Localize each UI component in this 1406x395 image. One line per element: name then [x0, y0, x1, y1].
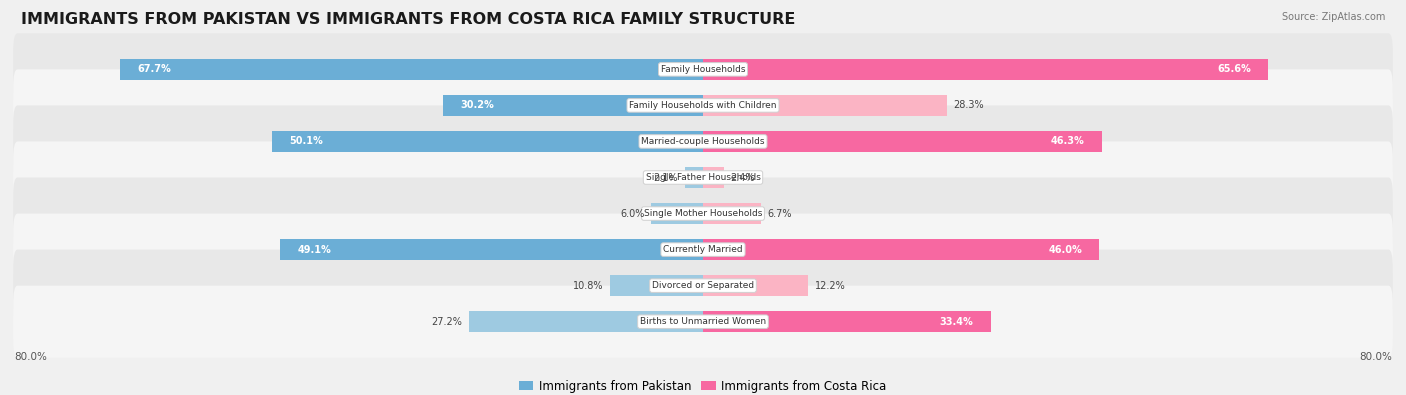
- Bar: [120, 59, 703, 80]
- Text: Divorced or Separated: Divorced or Separated: [652, 281, 754, 290]
- Bar: [271, 131, 703, 152]
- Bar: [703, 239, 1099, 260]
- Bar: [443, 95, 703, 116]
- FancyBboxPatch shape: [13, 214, 1393, 286]
- Text: 6.7%: 6.7%: [768, 209, 792, 218]
- Text: 2.4%: 2.4%: [731, 173, 755, 182]
- Text: 6.0%: 6.0%: [620, 209, 644, 218]
- Text: 46.3%: 46.3%: [1050, 136, 1084, 147]
- FancyBboxPatch shape: [13, 105, 1393, 177]
- Bar: [703, 95, 946, 116]
- Text: 49.1%: 49.1%: [298, 245, 332, 255]
- Text: 12.2%: 12.2%: [815, 280, 845, 291]
- Text: Married-couple Households: Married-couple Households: [641, 137, 765, 146]
- FancyBboxPatch shape: [13, 286, 1393, 358]
- Bar: [651, 203, 703, 224]
- Text: 65.6%: 65.6%: [1218, 64, 1251, 74]
- FancyBboxPatch shape: [13, 33, 1393, 105]
- Text: 2.1%: 2.1%: [654, 173, 678, 182]
- FancyBboxPatch shape: [13, 177, 1393, 250]
- FancyBboxPatch shape: [13, 70, 1393, 141]
- Bar: [703, 311, 991, 332]
- Bar: [703, 203, 761, 224]
- Text: 28.3%: 28.3%: [953, 100, 984, 111]
- FancyBboxPatch shape: [13, 250, 1393, 322]
- Text: 46.0%: 46.0%: [1047, 245, 1083, 255]
- Text: Family Households: Family Households: [661, 65, 745, 74]
- Legend: Immigrants from Pakistan, Immigrants from Costa Rica: Immigrants from Pakistan, Immigrants fro…: [515, 375, 891, 395]
- Text: 10.8%: 10.8%: [572, 280, 603, 291]
- Bar: [280, 239, 703, 260]
- Bar: [703, 275, 808, 296]
- Text: Family Households with Children: Family Households with Children: [630, 101, 776, 110]
- Text: Single Mother Households: Single Mother Households: [644, 209, 762, 218]
- Text: Single Father Households: Single Father Households: [645, 173, 761, 182]
- Text: 27.2%: 27.2%: [432, 317, 461, 327]
- Bar: [685, 167, 703, 188]
- Text: 30.2%: 30.2%: [460, 100, 494, 111]
- Text: 80.0%: 80.0%: [1360, 352, 1392, 361]
- Text: Births to Unmarried Women: Births to Unmarried Women: [640, 317, 766, 326]
- Text: 67.7%: 67.7%: [138, 64, 172, 74]
- Bar: [703, 59, 1268, 80]
- Text: IMMIGRANTS FROM PAKISTAN VS IMMIGRANTS FROM COSTA RICA FAMILY STRUCTURE: IMMIGRANTS FROM PAKISTAN VS IMMIGRANTS F…: [21, 12, 796, 27]
- Text: 80.0%: 80.0%: [14, 352, 46, 361]
- Text: 33.4%: 33.4%: [939, 317, 973, 327]
- Text: Source: ZipAtlas.com: Source: ZipAtlas.com: [1281, 12, 1385, 22]
- Bar: [703, 167, 724, 188]
- Text: Currently Married: Currently Married: [664, 245, 742, 254]
- Bar: [703, 131, 1102, 152]
- Bar: [468, 311, 703, 332]
- Text: 50.1%: 50.1%: [288, 136, 322, 147]
- Bar: [610, 275, 703, 296]
- FancyBboxPatch shape: [13, 141, 1393, 214]
